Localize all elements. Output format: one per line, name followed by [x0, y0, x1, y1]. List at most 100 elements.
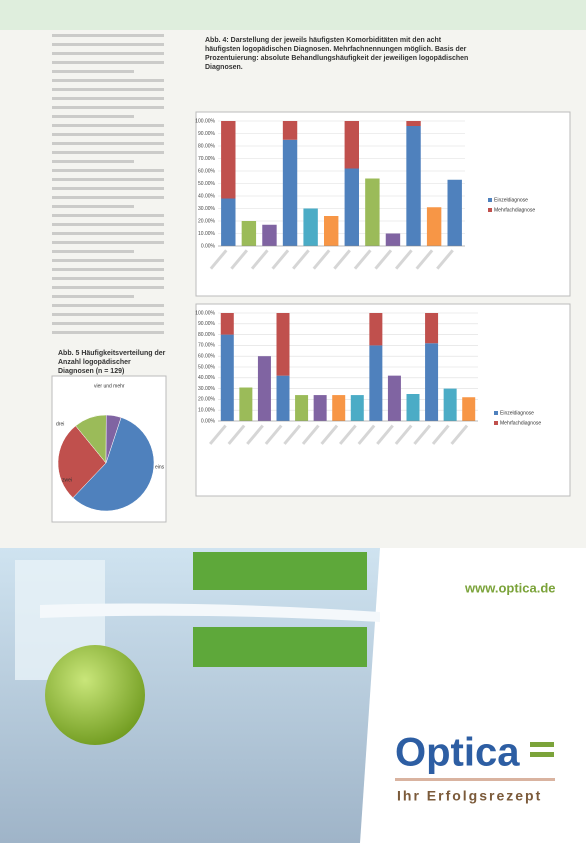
text-line — [52, 115, 134, 118]
photo-table — [40, 603, 380, 622]
text-line — [52, 304, 164, 307]
figure-caption: Abb. 4: Darstellung der jeweils häufigst… — [205, 37, 469, 71]
y-tick-label: 20.00% — [198, 218, 216, 224]
bar — [276, 375, 290, 421]
text-line — [52, 34, 164, 37]
text-line — [52, 52, 164, 55]
x-label-blur — [264, 424, 283, 445]
body-text — [52, 34, 164, 334]
x-label-blur — [320, 424, 339, 445]
text-line — [52, 205, 134, 208]
bar — [262, 224, 277, 246]
bar — [332, 395, 346, 421]
green-box — [193, 552, 367, 590]
bar — [425, 343, 439, 421]
text-line — [52, 232, 164, 235]
logo-bar — [530, 752, 554, 757]
pie-label: eins — [155, 464, 165, 470]
text-line — [52, 322, 164, 325]
x-label-blur — [376, 424, 394, 445]
text-line — [52, 214, 164, 217]
bar — [406, 126, 421, 246]
y-tick-label: 30.00% — [198, 206, 216, 212]
figure-caption: Abb. 5 Häufigkeitsverteilung der Anzahl … — [58, 350, 166, 375]
text-line — [52, 61, 164, 64]
x-label-blur — [312, 249, 331, 270]
bar — [239, 387, 253, 421]
bar — [369, 345, 383, 421]
bar — [241, 221, 257, 246]
chart-frame — [195, 111, 571, 297]
bar — [426, 207, 442, 246]
bar — [221, 198, 236, 246]
y-tick-label: 100.00% — [195, 310, 215, 316]
text-line — [52, 241, 164, 244]
text-line — [52, 160, 134, 163]
x-label-blur — [333, 249, 351, 270]
y-tick-label: 50.00% — [198, 364, 216, 370]
y-tick-label: 60.00% — [198, 168, 216, 174]
x-label-blur — [394, 249, 413, 270]
legend-label: Einzeldiagnose — [500, 410, 534, 416]
legend-swatch — [494, 421, 498, 425]
x-label-blur — [339, 424, 357, 445]
text-line — [52, 142, 164, 145]
pie-slice — [105, 414, 122, 464]
green-box — [193, 627, 367, 667]
text-line — [52, 70, 134, 73]
x-label-blur — [450, 424, 469, 445]
y-tick-label: 80.00% — [198, 332, 216, 338]
bar — [282, 121, 298, 140]
y-tick-label: 50.00% — [198, 181, 216, 187]
x-label-blur — [353, 249, 372, 270]
ad-url: www.optica.de — [464, 580, 556, 595]
pie-slice — [57, 425, 107, 499]
y-tick-label: 0.00% — [201, 418, 216, 424]
bar — [313, 395, 327, 421]
x-label-blur — [301, 424, 320, 445]
text-line — [52, 97, 164, 100]
x-label-blur — [436, 249, 454, 270]
text-line — [52, 88, 164, 91]
bar — [365, 178, 380, 246]
text-line — [52, 250, 134, 253]
text-line — [52, 277, 164, 280]
y-tick-label: 30.00% — [198, 386, 216, 392]
ad-slogan: Ihr Erfolgsrezept — [397, 788, 542, 804]
x-label-blur — [415, 249, 434, 270]
text-line — [52, 268, 164, 271]
legend-swatch — [488, 198, 492, 202]
y-tick-label: 90.00% — [198, 131, 216, 137]
y-tick-label: 10.00% — [198, 231, 216, 237]
bar — [295, 395, 309, 421]
bar — [369, 313, 383, 346]
legend-label: Einzeldiagnose — [494, 197, 528, 203]
bar — [344, 168, 359, 246]
y-tick-label: 100.00% — [195, 118, 215, 124]
text-line — [52, 187, 164, 190]
text-line — [52, 286, 164, 289]
text-line — [52, 178, 164, 181]
bar — [303, 208, 318, 246]
bar — [447, 179, 462, 246]
bar — [406, 121, 421, 126]
logo-bar — [530, 742, 554, 747]
text-line — [52, 259, 164, 262]
bar — [344, 121, 359, 169]
x-label-blur — [357, 424, 376, 445]
bar — [276, 313, 290, 376]
y-tick-label: 10.00% — [198, 408, 216, 414]
bar — [385, 233, 401, 246]
bar — [350, 395, 364, 421]
text-line — [52, 331, 164, 334]
legend-label: Mehrfachdiagnose — [494, 207, 535, 213]
x-label-blur — [246, 424, 264, 445]
pie-label: drei — [56, 421, 64, 427]
y-tick-label: 0.00% — [201, 243, 216, 249]
bar — [221, 121, 236, 199]
bar — [257, 356, 271, 421]
y-tick-label: 40.00% — [198, 375, 216, 381]
y-tick-label: 40.00% — [198, 193, 216, 199]
